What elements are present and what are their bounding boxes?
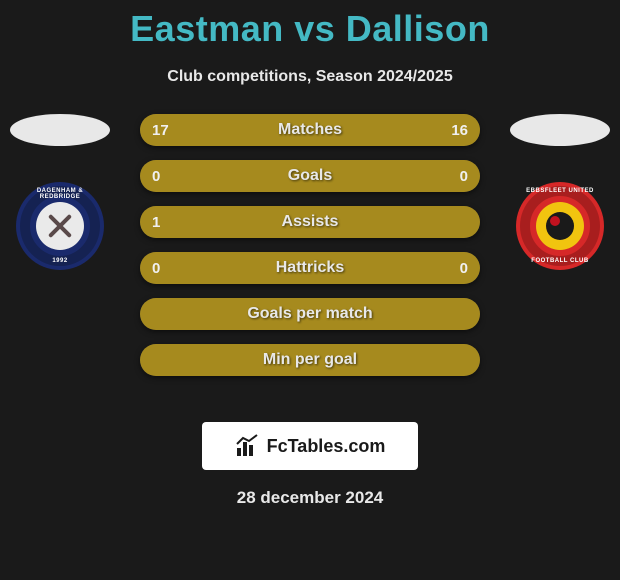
comparison-panel: DAGENHAM & REDBRIDGE 1992 1716Matches 00G… xyxy=(0,114,620,414)
stat-label: Goals xyxy=(140,160,480,192)
page-title: Eastman vs Dallison xyxy=(0,0,620,50)
right-club-badge: EBBSFLEET UNITED FOOTBALL CLUB xyxy=(516,182,604,270)
stat-row: 1Assists xyxy=(140,206,480,238)
stat-label: Goals per match xyxy=(140,298,480,330)
left-club-badge: DAGENHAM & REDBRIDGE 1992 xyxy=(16,182,104,270)
badge-bottom-text: 1992 xyxy=(16,258,104,264)
player-silhouette-icon xyxy=(510,114,610,146)
badge-inner xyxy=(36,202,84,250)
chart-icon xyxy=(235,434,259,458)
badge-top-text: EBBSFLEET UNITED xyxy=(516,188,604,194)
badge-top-text: DAGENHAM & REDBRIDGE xyxy=(16,188,104,200)
badge-bottom-text: FOOTBALL CLUB xyxy=(516,258,604,264)
stat-label: Assists xyxy=(140,206,480,238)
page-subtitle: Club competitions, Season 2024/2025 xyxy=(0,68,620,86)
stat-label: Hattricks xyxy=(140,252,480,284)
stat-label: Matches xyxy=(140,114,480,146)
stat-label: Min per goal xyxy=(140,344,480,376)
player-silhouette-icon xyxy=(10,114,110,146)
left-player-column: DAGENHAM & REDBRIDGE 1992 xyxy=(0,114,120,270)
stat-bars: 1716Matches 00Goals 1Assists 00Hattricks Goa… xyxy=(140,114,480,390)
stat-row: Min per goal xyxy=(140,344,480,376)
stat-row: Goals per match xyxy=(140,298,480,330)
stat-row: 00Goals xyxy=(140,160,480,192)
brand-text: FcTables.com xyxy=(267,436,386,457)
stat-row: 1716Matches xyxy=(140,114,480,146)
stat-row: 00Hattricks xyxy=(140,252,480,284)
ball-icon xyxy=(546,212,574,240)
badge-inner xyxy=(536,202,584,250)
brand-logo: FcTables.com xyxy=(202,422,418,470)
date-label: 28 december 2024 xyxy=(0,488,620,508)
right-player-column: EBBSFLEET UNITED FOOTBALL CLUB xyxy=(500,114,620,270)
